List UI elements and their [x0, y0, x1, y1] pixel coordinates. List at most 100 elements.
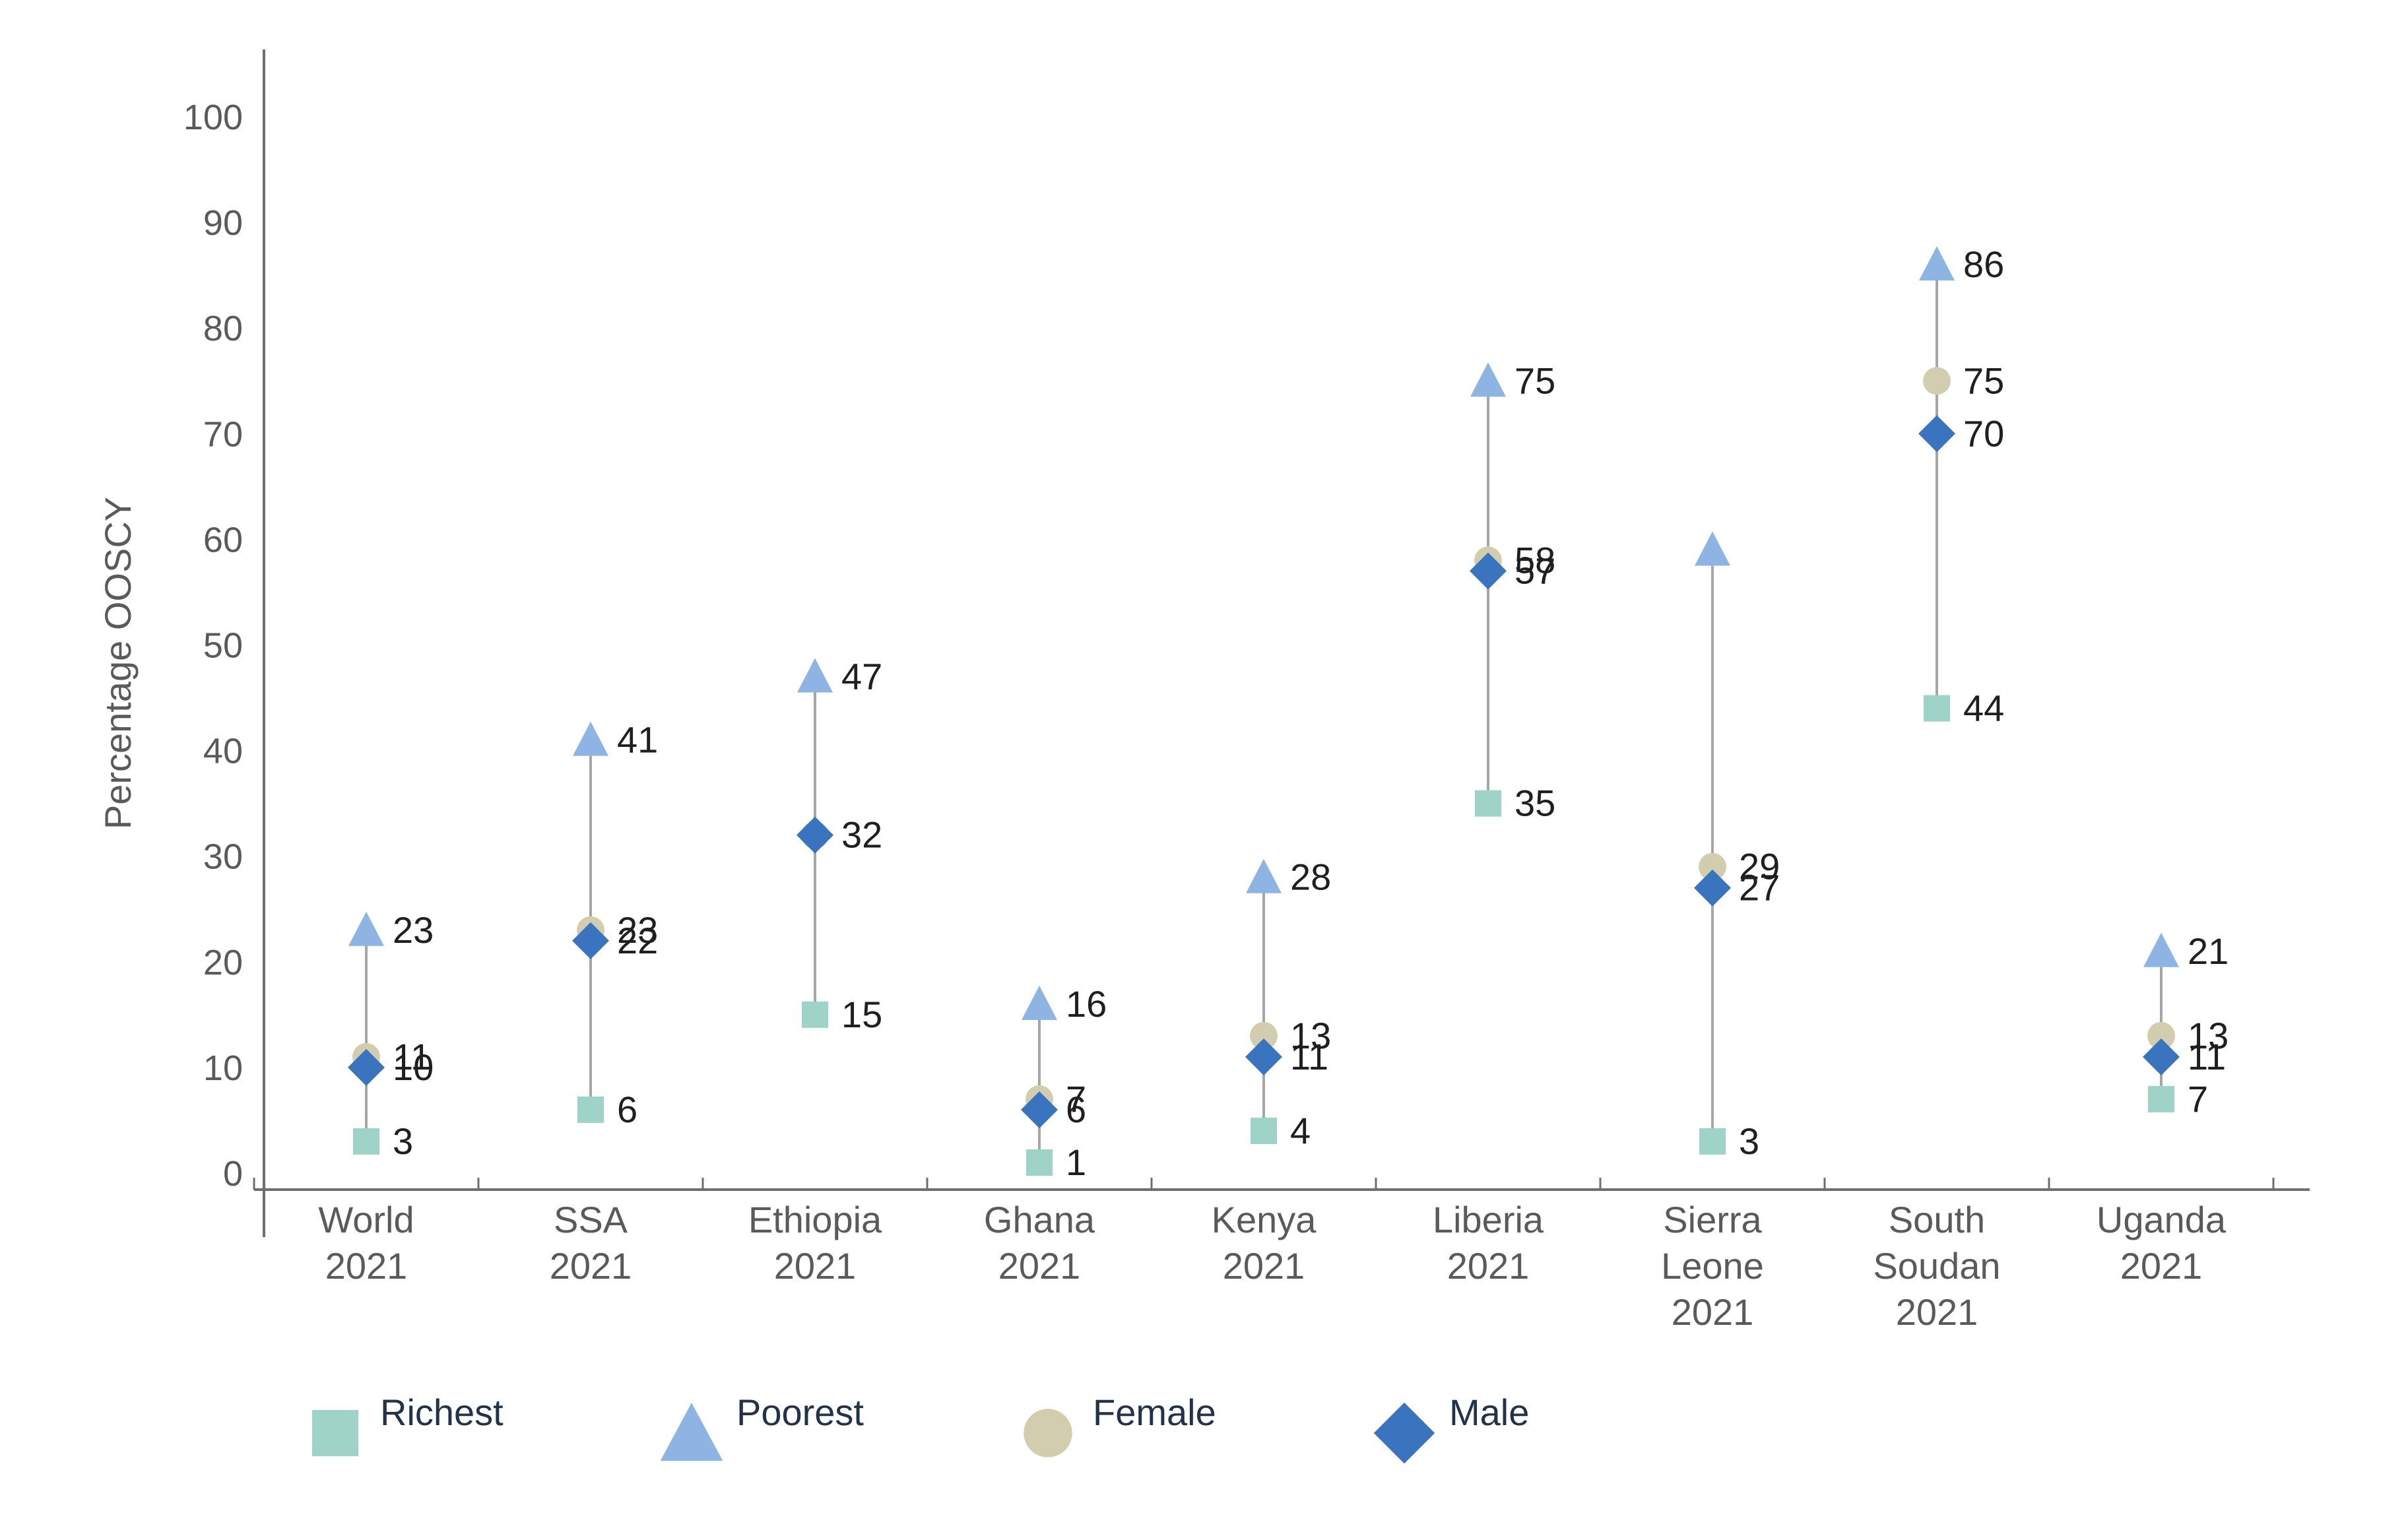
data-point-male — [2143, 1039, 2180, 1075]
x-category-label-line: World — [318, 1199, 414, 1240]
y-tick-label: 70 — [203, 414, 243, 454]
plot-area: 3 6 15 1 4 35 3 44 7 23 41 47 16 28 75 86 21 11 23 32 7 13 58 2… — [348, 243, 2229, 1183]
data-label-richest: 15 — [841, 994, 882, 1035]
y-tick-label: 50 — [203, 626, 243, 666]
data-label-male: 10 — [393, 1046, 434, 1088]
y-tick-label: 10 — [203, 1048, 243, 1088]
legend-label: Female — [1093, 1392, 1216, 1433]
data-point-male — [797, 817, 833, 854]
x-category-label-line: Sierra — [1663, 1199, 1762, 1240]
data-label-male: 57 — [1514, 550, 1555, 591]
x-category-label-line: Kenya — [1212, 1199, 1317, 1240]
x-category-label-line: 2021 — [325, 1245, 408, 1287]
data-label-richest: 7 — [2188, 1078, 2208, 1120]
x-category-label-line: 2021 — [1896, 1291, 1978, 1333]
x-category-label-line: Uganda — [2097, 1199, 2227, 1240]
data-label-richest: 35 — [1514, 783, 1555, 824]
data-label-richest: 6 — [617, 1089, 637, 1130]
data-point-poorest — [348, 912, 384, 946]
data-point-poorest — [573, 722, 608, 756]
x-category-label-line: South — [1889, 1199, 1985, 1240]
data-point-richest — [1026, 1149, 1053, 1176]
x-tick-marks — [254, 1178, 2273, 1190]
x-category-label: Liberia 2021 — [1433, 1199, 1544, 1287]
data-label-poorest: 23 — [393, 909, 434, 951]
data-label-poorest: 86 — [1963, 243, 2004, 285]
legend-item-male: Male — [1374, 1392, 1530, 1463]
x-category-label-line: Ethiopia — [748, 1199, 882, 1240]
y-axis-title: Percentage OOSCY — [97, 497, 139, 829]
data-point-poorest — [1022, 986, 1057, 1020]
data-point-male — [1694, 870, 1731, 907]
data-point-poorest — [797, 658, 833, 693]
data-point-richest — [2148, 1086, 2174, 1112]
legend-item-richest: Richest — [312, 1392, 504, 1456]
x-axis: World 2021 SSA 2021 Ethiopia 2021 Ghana 2021 Ken… — [254, 1178, 2310, 1333]
legend: Richest Poorest Female Male — [312, 1392, 1529, 1463]
data-label-richest: 3 — [393, 1120, 413, 1162]
chart: 3615143534472341471628758621112332713582… — [0, 0, 2408, 1536]
data-point-male — [1245, 1039, 1282, 1075]
data-label-poorest: 75 — [1514, 360, 1555, 401]
data-label-poorest: 41 — [617, 719, 658, 761]
x-category-label: Sierra Leone 2021 — [1661, 1199, 1764, 1333]
legend-square-icon — [312, 1410, 358, 1456]
y-tick-labels: 0 10 20 30 40 50 60 70 80 90 100 — [183, 98, 243, 1194]
data-label-female: 75 — [1963, 360, 2004, 401]
x-category-label: SSA 2021 — [550, 1199, 632, 1287]
data-labels: 3 6 15 1 4 35 3 44 7 23 41 47 16 28 75 86 21 11 23 32 7 13 58 2… — [393, 243, 2229, 1183]
x-category-label-line: Liberia — [1433, 1199, 1544, 1240]
data-point-male — [1918, 415, 1955, 452]
x-category-label-line: Leone — [1661, 1245, 1764, 1287]
data-point-richest — [802, 1002, 828, 1028]
data-label-male: 11 — [1290, 1036, 1328, 1077]
y-tick-label: 40 — [203, 732, 243, 771]
x-category-label: South Soudan 2021 — [1873, 1199, 2000, 1333]
data-label-richest: 44 — [1963, 688, 2004, 729]
y-tick-label: 20 — [203, 943, 243, 982]
x-category-label-line: 2021 — [1672, 1291, 1754, 1333]
data-label-poorest: 47 — [841, 656, 882, 697]
legend-diamond-icon — [1374, 1403, 1435, 1463]
data-label-richest: 1 — [1066, 1141, 1086, 1183]
y-tick-label: 0 — [223, 1154, 243, 1194]
y-tick-label: 90 — [203, 203, 243, 243]
data-point-poorest — [1919, 246, 1955, 280]
markers — [348, 246, 2180, 1176]
data-label-richest: 3 — [1739, 1120, 1759, 1162]
data-label-poorest: 28 — [1290, 856, 1331, 898]
x-category-label-line: SSA — [554, 1199, 628, 1240]
y-tick-label: 60 — [203, 520, 243, 560]
y-tick-label: 100 — [183, 98, 243, 137]
data-point-poorest — [2143, 933, 2179, 967]
x-category-label: Kenya 2021 — [1212, 1199, 1317, 1287]
data-label-male: 27 — [1739, 867, 1780, 909]
legend-label: Male — [1449, 1392, 1529, 1433]
y-tick-label: 30 — [203, 837, 243, 877]
data-label-poorest: 21 — [2188, 930, 2229, 972]
x-category-label-line: 2021 — [998, 1245, 1081, 1287]
data-label-male: 6 — [1066, 1089, 1086, 1130]
x-category-label-line: 2021 — [2120, 1245, 2203, 1287]
x-category-label: Ethiopia 2021 — [748, 1199, 882, 1287]
data-label-male: 11 — [2188, 1036, 2226, 1077]
data-point-richest — [353, 1128, 379, 1155]
x-category-label: Uganda 2021 — [2097, 1199, 2227, 1287]
data-label-female: 32 — [841, 814, 882, 856]
data-point-female — [1923, 367, 1951, 395]
x-category-label: World 2021 — [318, 1199, 414, 1287]
x-category-label-line: 2021 — [774, 1245, 857, 1287]
data-point-richest — [1251, 1118, 1277, 1144]
x-category-label-line: Ghana — [984, 1199, 1095, 1240]
x-category-label-line: 2021 — [550, 1245, 632, 1287]
data-point-poorest — [1695, 531, 1730, 565]
data-point-richest — [1699, 1128, 1726, 1155]
data-label-male: 70 — [1963, 412, 2004, 454]
data-label-richest: 4 — [1290, 1110, 1311, 1151]
data-point-poorest — [1246, 859, 1282, 893]
data-label-male: 22 — [617, 920, 658, 961]
y-axis: 0 10 20 30 40 50 60 70 80 90 100 — [183, 49, 264, 1237]
y-tick-label: 80 — [203, 309, 243, 348]
data-point-richest — [1924, 695, 1950, 722]
legend-circle-icon — [1024, 1409, 1072, 1457]
